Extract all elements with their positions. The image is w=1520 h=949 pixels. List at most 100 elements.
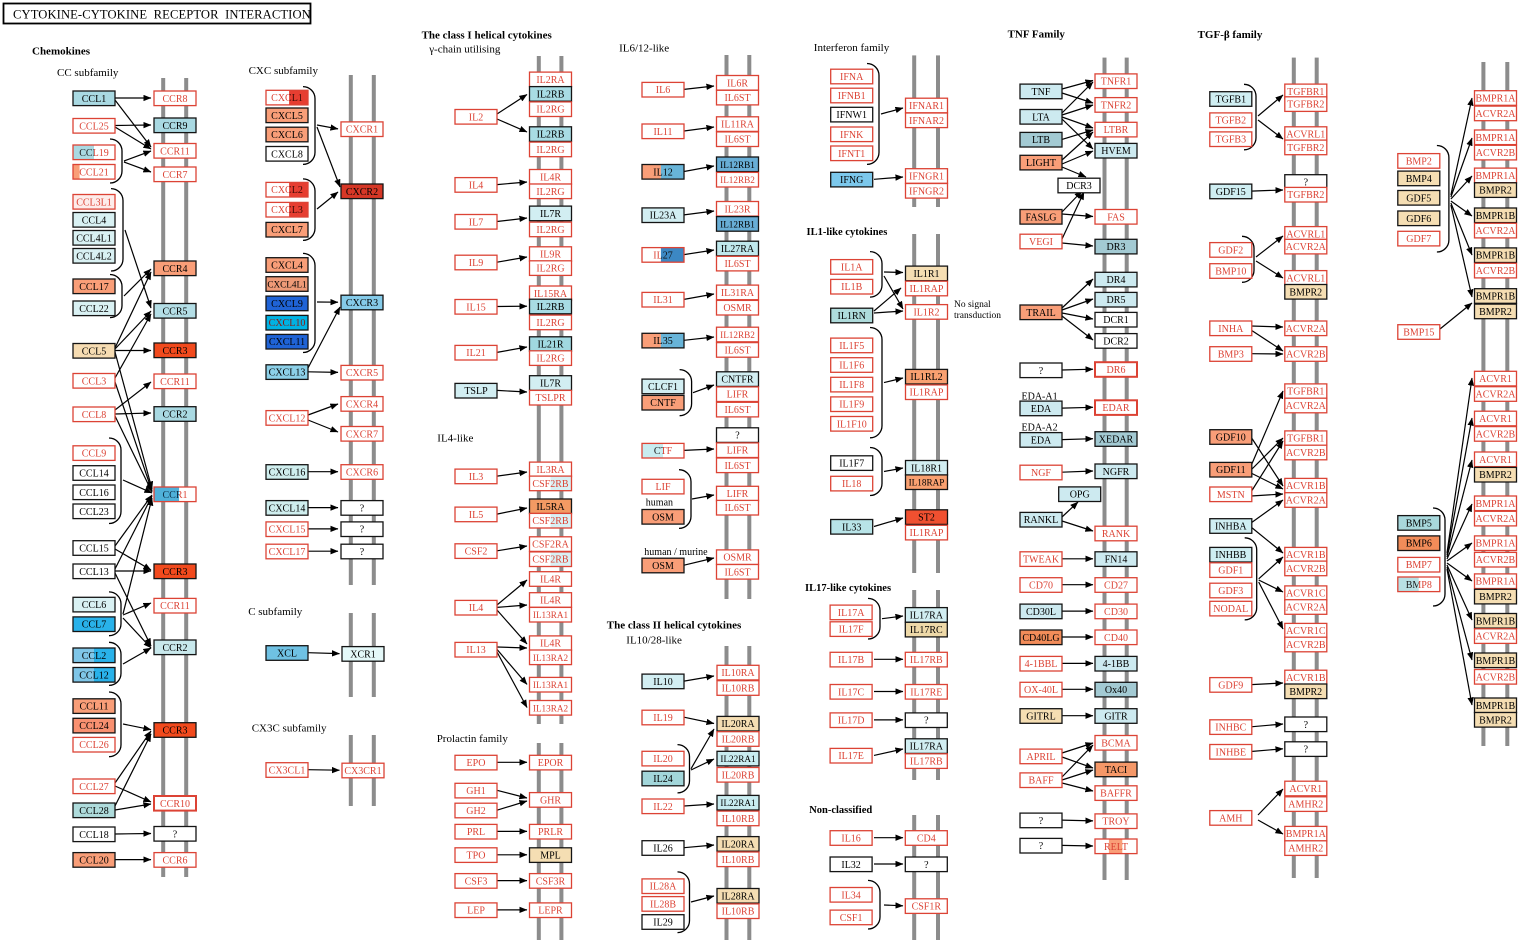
svg-text:IL2RB: IL2RB	[537, 302, 565, 313]
svg-text:CXCL13: CXCL13	[269, 368, 306, 379]
svg-text:BMPR1A: BMPR1A	[1475, 94, 1516, 105]
svg-text:IL12: IL12	[653, 167, 672, 178]
svg-text:BMPR1A: BMPR1A	[1475, 171, 1516, 182]
svg-text:IL18R1: IL18R1	[911, 463, 942, 474]
svg-text:IL6ST: IL6ST	[724, 567, 750, 578]
svg-text:INHBC: INHBC	[1215, 723, 1246, 734]
svg-text:BMPR1B: BMPR1B	[1476, 251, 1516, 262]
svg-text:IL10RB: IL10RB	[722, 684, 755, 695]
svg-text:DCR2: DCR2	[1103, 336, 1129, 347]
svg-text:ACVR1B: ACVR1B	[1286, 673, 1326, 684]
svg-text:CCL3L1: CCL3L1	[76, 197, 112, 208]
svg-text:CCR11: CCR11	[160, 377, 190, 388]
svg-text:PRL: PRL	[467, 827, 485, 838]
svg-text:BMPR1B: BMPR1B	[1476, 701, 1516, 712]
svg-text:BMPR1B: BMPR1B	[1476, 211, 1516, 222]
svg-text:DR3: DR3	[1107, 242, 1126, 253]
svg-text:OPG: OPG	[1070, 490, 1090, 501]
svg-text:IL1RAP: IL1RAP	[910, 284, 944, 295]
svg-text:IL17RA: IL17RA	[910, 742, 944, 753]
svg-text:LTA: LTA	[1032, 112, 1050, 123]
svg-text:IL1F7: IL1F7	[839, 459, 864, 470]
svg-text:IL24: IL24	[653, 774, 672, 785]
svg-text:IL1F9: IL1F9	[839, 400, 864, 411]
svg-text:ACVR2B: ACVR2B	[1476, 266, 1516, 277]
svg-text:GITRL: GITRL	[1026, 712, 1055, 723]
svg-text:CCR2: CCR2	[162, 643, 187, 654]
svg-text:XCL: XCL	[277, 649, 297, 660]
svg-text:IL13: IL13	[466, 645, 485, 656]
svg-text:EDA-A1: EDA-A1	[1022, 391, 1058, 402]
svg-text:IL11: IL11	[653, 127, 672, 138]
svg-text:CCL1: CCL1	[82, 94, 106, 105]
svg-text:CXCL17: CXCL17	[269, 547, 306, 558]
svg-text:GDF11: GDF11	[1216, 465, 1246, 476]
svg-text:BMP4: BMP4	[1406, 174, 1432, 185]
svg-text:CXCL12: CXCL12	[269, 413, 306, 424]
svg-text:ACVR2A: ACVR2A	[1475, 226, 1516, 237]
svg-text:TNFR1: TNFR1	[1101, 77, 1132, 88]
svg-text:IL4: IL4	[469, 603, 483, 614]
svg-text:CCL8: CCL8	[82, 410, 106, 421]
svg-text:GITR: GITR	[1104, 712, 1128, 723]
svg-text:CCL17: CCL17	[79, 282, 108, 293]
svg-text:TGFBR2: TGFBR2	[1287, 100, 1324, 111]
svg-text:ACVR2A: ACVR2A	[1286, 496, 1327, 507]
svg-text:IL35: IL35	[653, 336, 672, 347]
svg-text:BMPR1A: BMPR1A	[1475, 577, 1516, 588]
svg-text:BMP6: BMP6	[1406, 539, 1432, 550]
svg-text:RELT: RELT	[1104, 842, 1128, 853]
svg-text:BCMA: BCMA	[1101, 738, 1131, 749]
svg-text:BMPR2: BMPR2	[1479, 470, 1512, 481]
svg-text:?: ?	[360, 525, 365, 536]
svg-text:?: ?	[1039, 816, 1044, 827]
svg-text:NGF: NGF	[1031, 468, 1051, 479]
svg-text:IL29: IL29	[653, 918, 672, 929]
svg-text:CCR11: CCR11	[160, 601, 190, 612]
svg-text:TNFR2: TNFR2	[1101, 100, 1132, 111]
svg-text:GDF1: GDF1	[1218, 566, 1243, 577]
svg-text:IL17C: IL17C	[838, 687, 864, 698]
svg-text:?: ?	[1304, 745, 1309, 756]
svg-text:TGFB2: TGFB2	[1216, 116, 1247, 127]
svg-text:CXCL14: CXCL14	[269, 503, 306, 514]
svg-text:AMHR2: AMHR2	[1288, 844, 1323, 855]
svg-text:IL6ST: IL6ST	[724, 405, 750, 416]
svg-text:CSF3: CSF3	[465, 876, 488, 887]
svg-text:BMP2: BMP2	[1406, 156, 1432, 167]
svg-text:ACVR1: ACVR1	[1479, 374, 1512, 385]
svg-text:CD27: CD27	[1104, 581, 1128, 592]
svg-text:IL17RE: IL17RE	[910, 687, 942, 698]
svg-text:IL12RB2: IL12RB2	[720, 330, 755, 340]
svg-text:CCR9: CCR9	[162, 121, 187, 132]
svg-text:IL31RA: IL31RA	[721, 288, 755, 299]
svg-text:IFNAR2: IFNAR2	[909, 116, 944, 127]
svg-text:CCL13: CCL13	[79, 567, 108, 578]
svg-text:IL2RB: IL2RB	[537, 89, 565, 100]
svg-text:IL10RB: IL10RB	[722, 814, 755, 825]
svg-text:IL1F10: IL1F10	[837, 419, 867, 430]
svg-text:CXCL7: CXCL7	[271, 225, 303, 236]
svg-text:AMHR2: AMHR2	[1288, 800, 1323, 811]
svg-text:IL2RG: IL2RG	[536, 225, 564, 236]
svg-text:IL1F6: IL1F6	[839, 361, 864, 372]
svg-text:TGFB1: TGFB1	[1216, 95, 1247, 106]
svg-text:CD30: CD30	[1104, 607, 1128, 618]
svg-text:EPOR: EPOR	[538, 758, 564, 769]
svg-text:CCL2: CCL2	[82, 651, 106, 662]
svg-text:IL5RA: IL5RA	[536, 502, 565, 513]
svg-text:IL2RG: IL2RG	[536, 318, 564, 329]
svg-text:CCL21: CCL21	[79, 167, 108, 178]
svg-text:IL4R: IL4R	[540, 639, 561, 650]
svg-text:IL1R1: IL1R1	[913, 269, 939, 280]
svg-text:IL28RA: IL28RA	[721, 891, 755, 902]
svg-text:LEPR: LEPR	[538, 906, 563, 917]
svg-text:IL2RB: IL2RB	[537, 130, 565, 141]
svg-text:MSTN: MSTN	[1217, 490, 1245, 501]
svg-text:IL34: IL34	[841, 890, 860, 901]
svg-text:?: ?	[924, 716, 929, 727]
svg-text:IL23R: IL23R	[724, 204, 750, 215]
svg-text:CCR3: CCR3	[162, 726, 187, 737]
svg-text:EDA-A2: EDA-A2	[1022, 422, 1058, 433]
svg-text:ACVR2B: ACVR2B	[1286, 640, 1326, 651]
